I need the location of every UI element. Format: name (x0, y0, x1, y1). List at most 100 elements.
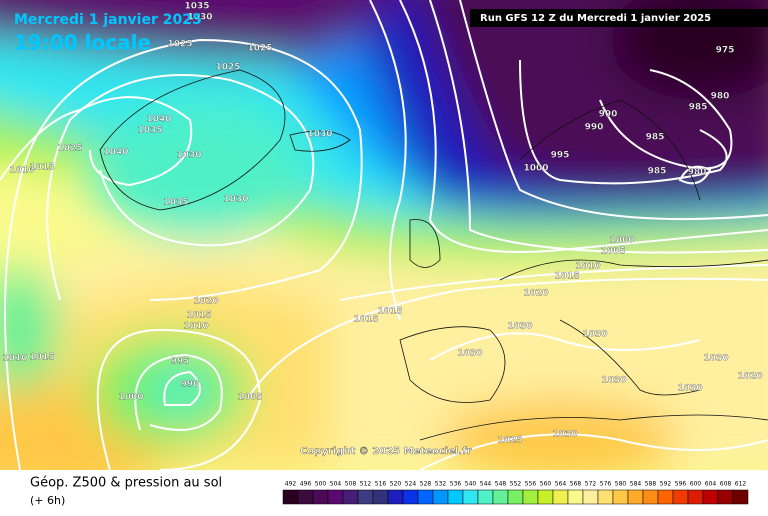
legend-swatch (507, 489, 524, 505)
isobar-label: 975 (716, 46, 735, 56)
footer-title: Géop. Z500 & pression au sol (30, 476, 222, 491)
isobar-label: 980 (711, 92, 730, 102)
legend-label: 504 (330, 481, 342, 488)
isobar-label: 1020 (523, 289, 548, 299)
isobar-label: 1015 (353, 315, 378, 325)
legend-swatch (702, 489, 719, 505)
legend-label: 604 (705, 481, 717, 488)
legend-swatch (732, 489, 749, 505)
isobar-label: 1025 (247, 44, 272, 54)
isobar-label: 985 (648, 167, 667, 177)
isobar-label: 1015 (29, 163, 54, 173)
legend-swatch (627, 489, 644, 505)
coastlines (99, 69, 768, 441)
isobar-label: 1010 (183, 322, 208, 332)
isobar-label: 1005 (237, 393, 262, 403)
legend-swatch (327, 489, 344, 505)
isobar-label: 1025 (167, 40, 192, 50)
isobar-label: 1030 (457, 349, 482, 359)
legend-swatch (672, 489, 689, 505)
legend-swatch (537, 489, 554, 505)
isobar-label: 995 (171, 357, 190, 367)
isobar-label: 1000 (118, 393, 143, 403)
isobar-label: 1030 (307, 130, 332, 140)
legend-swatch (312, 489, 329, 505)
isobar-label: 1000 (609, 236, 634, 246)
legend-swatch (552, 489, 569, 505)
isobar-label: 1030 (582, 330, 607, 340)
legend-label: 580 (615, 481, 627, 488)
legend-swatch (402, 489, 419, 505)
legend-label: 576 (600, 481, 612, 488)
legend-label: 540 (465, 481, 477, 488)
isobar-label: 990 (599, 110, 618, 120)
isobar-label: 1030 (223, 195, 248, 205)
isobar-label: 1005 (600, 247, 625, 257)
legend-swatch (597, 489, 614, 505)
isobar-label: 1015 (186, 311, 211, 321)
legend-label: 552 (510, 481, 522, 488)
isobar-label: 1030 (176, 151, 201, 161)
isobar-label: 1015 (29, 353, 54, 363)
legend-label: 536 (450, 481, 462, 488)
legend-label: 568 (570, 481, 582, 488)
isobar-label: 1040 (146, 115, 171, 125)
isobar-label: 1025 (57, 144, 82, 154)
isobar-label: 985 (646, 133, 665, 143)
legend-label: 560 (540, 481, 552, 488)
isobar-label: 1020 (193, 297, 218, 307)
legend-swatch (357, 489, 374, 505)
isobar-label: 985 (689, 103, 708, 113)
isobar-label: 1010 (2, 354, 27, 364)
legend-swatch (522, 489, 539, 505)
isobar-label: 1030 (187, 13, 212, 23)
legend-label: 512 (360, 481, 372, 488)
legend-swatch (387, 489, 404, 505)
isobar-label: 1030 (507, 322, 532, 332)
legend-swatch (462, 489, 479, 505)
legend-label: 532 (435, 481, 447, 488)
legend-swatch (567, 489, 584, 505)
isobar-label: 1015 (377, 307, 402, 317)
legend-swatch (687, 489, 704, 505)
isobar-label: 1040 (103, 148, 128, 158)
legend-swatch (372, 489, 389, 505)
legend-swatch (447, 489, 464, 505)
isobar-label: 1035 (184, 2, 209, 12)
isobars (0, 0, 768, 470)
legend-label: 508 (345, 481, 357, 488)
legend-swatch (642, 489, 659, 505)
legend-label: 528 (420, 481, 432, 488)
footer-lead: (+ 6h) (30, 494, 65, 507)
legend-label: 608 (720, 481, 732, 488)
legend-label: 584 (630, 481, 642, 488)
legend-swatch (432, 489, 449, 505)
legend-swatch (297, 489, 314, 505)
isobar-label: 1020 (737, 372, 762, 382)
isobar-label: 995 (551, 151, 570, 161)
legend-label: 600 (690, 481, 702, 488)
isobar-label: 1035 (137, 126, 162, 136)
legend-label: 548 (495, 481, 507, 488)
legend-swatch (657, 489, 674, 505)
isobar-label: 980 (688, 168, 707, 178)
legend-swatch (612, 489, 629, 505)
legend-label: 516 (375, 481, 387, 488)
legend-swatch (492, 489, 509, 505)
isobar-label: 1000 (523, 164, 548, 174)
isobar-label: 990 (181, 380, 200, 390)
isobar-label: 1030 (552, 430, 577, 440)
legend-label: 500 (315, 481, 327, 488)
legend-label: 564 (555, 481, 567, 488)
copyright: Copyright © 2025 Meteociel.fr (300, 446, 471, 457)
colorbar: 492 496 500 504 508 512 516 520 524 528 532 536 540 5… (282, 481, 749, 505)
date-label: Mercredi 1 janvier 2025 (14, 12, 202, 28)
legend-swatch (417, 489, 434, 505)
legend-swatch (717, 489, 734, 505)
legend-label: 612 (735, 481, 747, 488)
legend-label: 520 (390, 481, 402, 488)
isobar-label: 1035 (163, 198, 188, 208)
